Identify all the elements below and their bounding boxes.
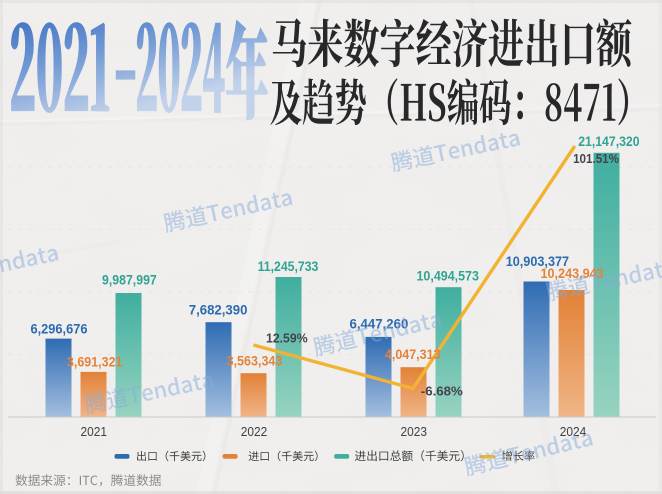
svg-text:21,147,320: 21,147,320	[578, 134, 639, 149]
svg-text:2024: 2024	[560, 424, 587, 439]
svg-text:4,047,313: 4,047,313	[385, 347, 441, 362]
svg-text:2023: 2023	[401, 424, 428, 439]
svg-text:101.51%: 101.51%	[573, 151, 619, 166]
svg-text:-6.68%: -6.68%	[421, 383, 463, 398]
svg-text:6,296,676: 6,296,676	[31, 322, 88, 337]
svg-text:2022: 2022	[241, 424, 268, 439]
svg-text:10,494,573: 10,494,573	[417, 269, 480, 284]
svg-text:9,987,997: 9,987,997	[102, 272, 157, 287]
svg-text:12.59%: 12.59%	[266, 330, 308, 345]
svg-text:3,563,343: 3,563,343	[227, 354, 283, 369]
svg-text:2021: 2021	[81, 424, 108, 439]
svg-text:3,691,321: 3,691,321	[67, 355, 123, 370]
svg-text:11,245,733: 11,245,733	[258, 259, 319, 274]
svg-text:7,682,390: 7,682,390	[189, 302, 248, 317]
svg-text:10,243,943: 10,243,943	[541, 266, 605, 281]
svg-text:6,447,260: 6,447,260	[350, 317, 409, 332]
svg-text:10,903,377: 10,903,377	[506, 254, 569, 269]
